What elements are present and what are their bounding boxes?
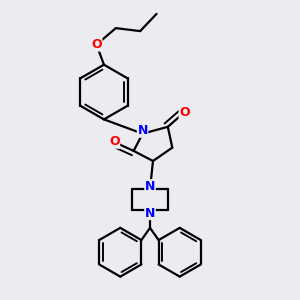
Text: O: O	[91, 38, 102, 51]
Text: N: N	[145, 180, 155, 193]
Text: N: N	[145, 206, 155, 220]
Text: N: N	[137, 124, 148, 137]
Text: O: O	[179, 106, 190, 119]
Text: O: O	[109, 135, 120, 148]
